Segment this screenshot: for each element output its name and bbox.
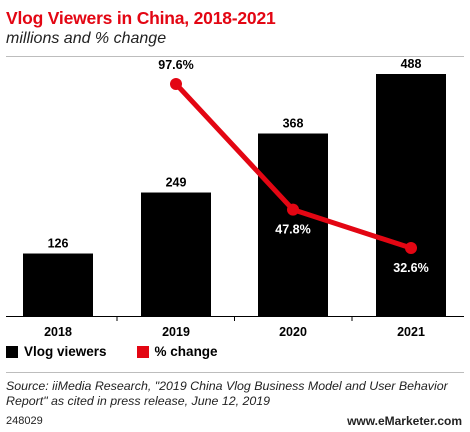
bar-value-label-2019: 249: [166, 176, 187, 190]
bar-2020: [258, 133, 328, 316]
percent-change-point-2020: [287, 203, 299, 216]
chart-plot: 126 249 368 488 2018 2019 2020 2021 97.6% 47.8% 32…: [6, 57, 464, 339]
legend-label-percent-change: % change: [154, 344, 218, 359]
top-divider: [6, 56, 464, 57]
source-note: Source: iiMedia Research, "2019 China Vl…: [6, 379, 448, 408]
bar-value-label-2020: 368: [283, 117, 304, 131]
x-tick-label-2020: 2020: [279, 325, 307, 339]
legend: Vlog viewers % change: [6, 344, 248, 359]
brand-link[interactable]: www.eMarketer.com: [347, 414, 462, 428]
legend-label-vlog-viewers: Vlog viewers: [24, 344, 107, 359]
x-tick-label-2021: 2021: [397, 325, 425, 339]
chart-title: Vlog Viewers in China, 2018-2021: [6, 8, 276, 28]
percent-change-point-2019: [170, 78, 182, 90]
bar-value-label-2018: 126: [48, 237, 69, 251]
legend-swatch-vlog-viewers: [6, 345, 18, 358]
percent-change-label-2021: 32.6%: [393, 261, 428, 275]
bar-2018: [23, 253, 93, 316]
chart-subtitle: millions and % change: [6, 30, 167, 47]
bar-2019: [141, 192, 211, 316]
legend-item-percent-change: % change: [136, 344, 218, 359]
source-divider: [6, 372, 464, 373]
x-tick-label-2018: 2018: [44, 325, 72, 339]
percent-change-label-2020: 47.8%: [275, 223, 310, 237]
bar-value-label-2021: 488: [401, 57, 422, 71]
percent-change-point-2021: [405, 242, 417, 254]
percent-change-label-2019: 97.6%: [158, 58, 193, 72]
bar-2021: [376, 74, 446, 316]
legend-swatch-percent-change: [136, 345, 149, 358]
legend-item-vlog-viewers: Vlog viewers: [6, 344, 107, 359]
x-tick-label-2019: 2019: [162, 325, 190, 339]
chart-id: 248029: [6, 415, 43, 427]
